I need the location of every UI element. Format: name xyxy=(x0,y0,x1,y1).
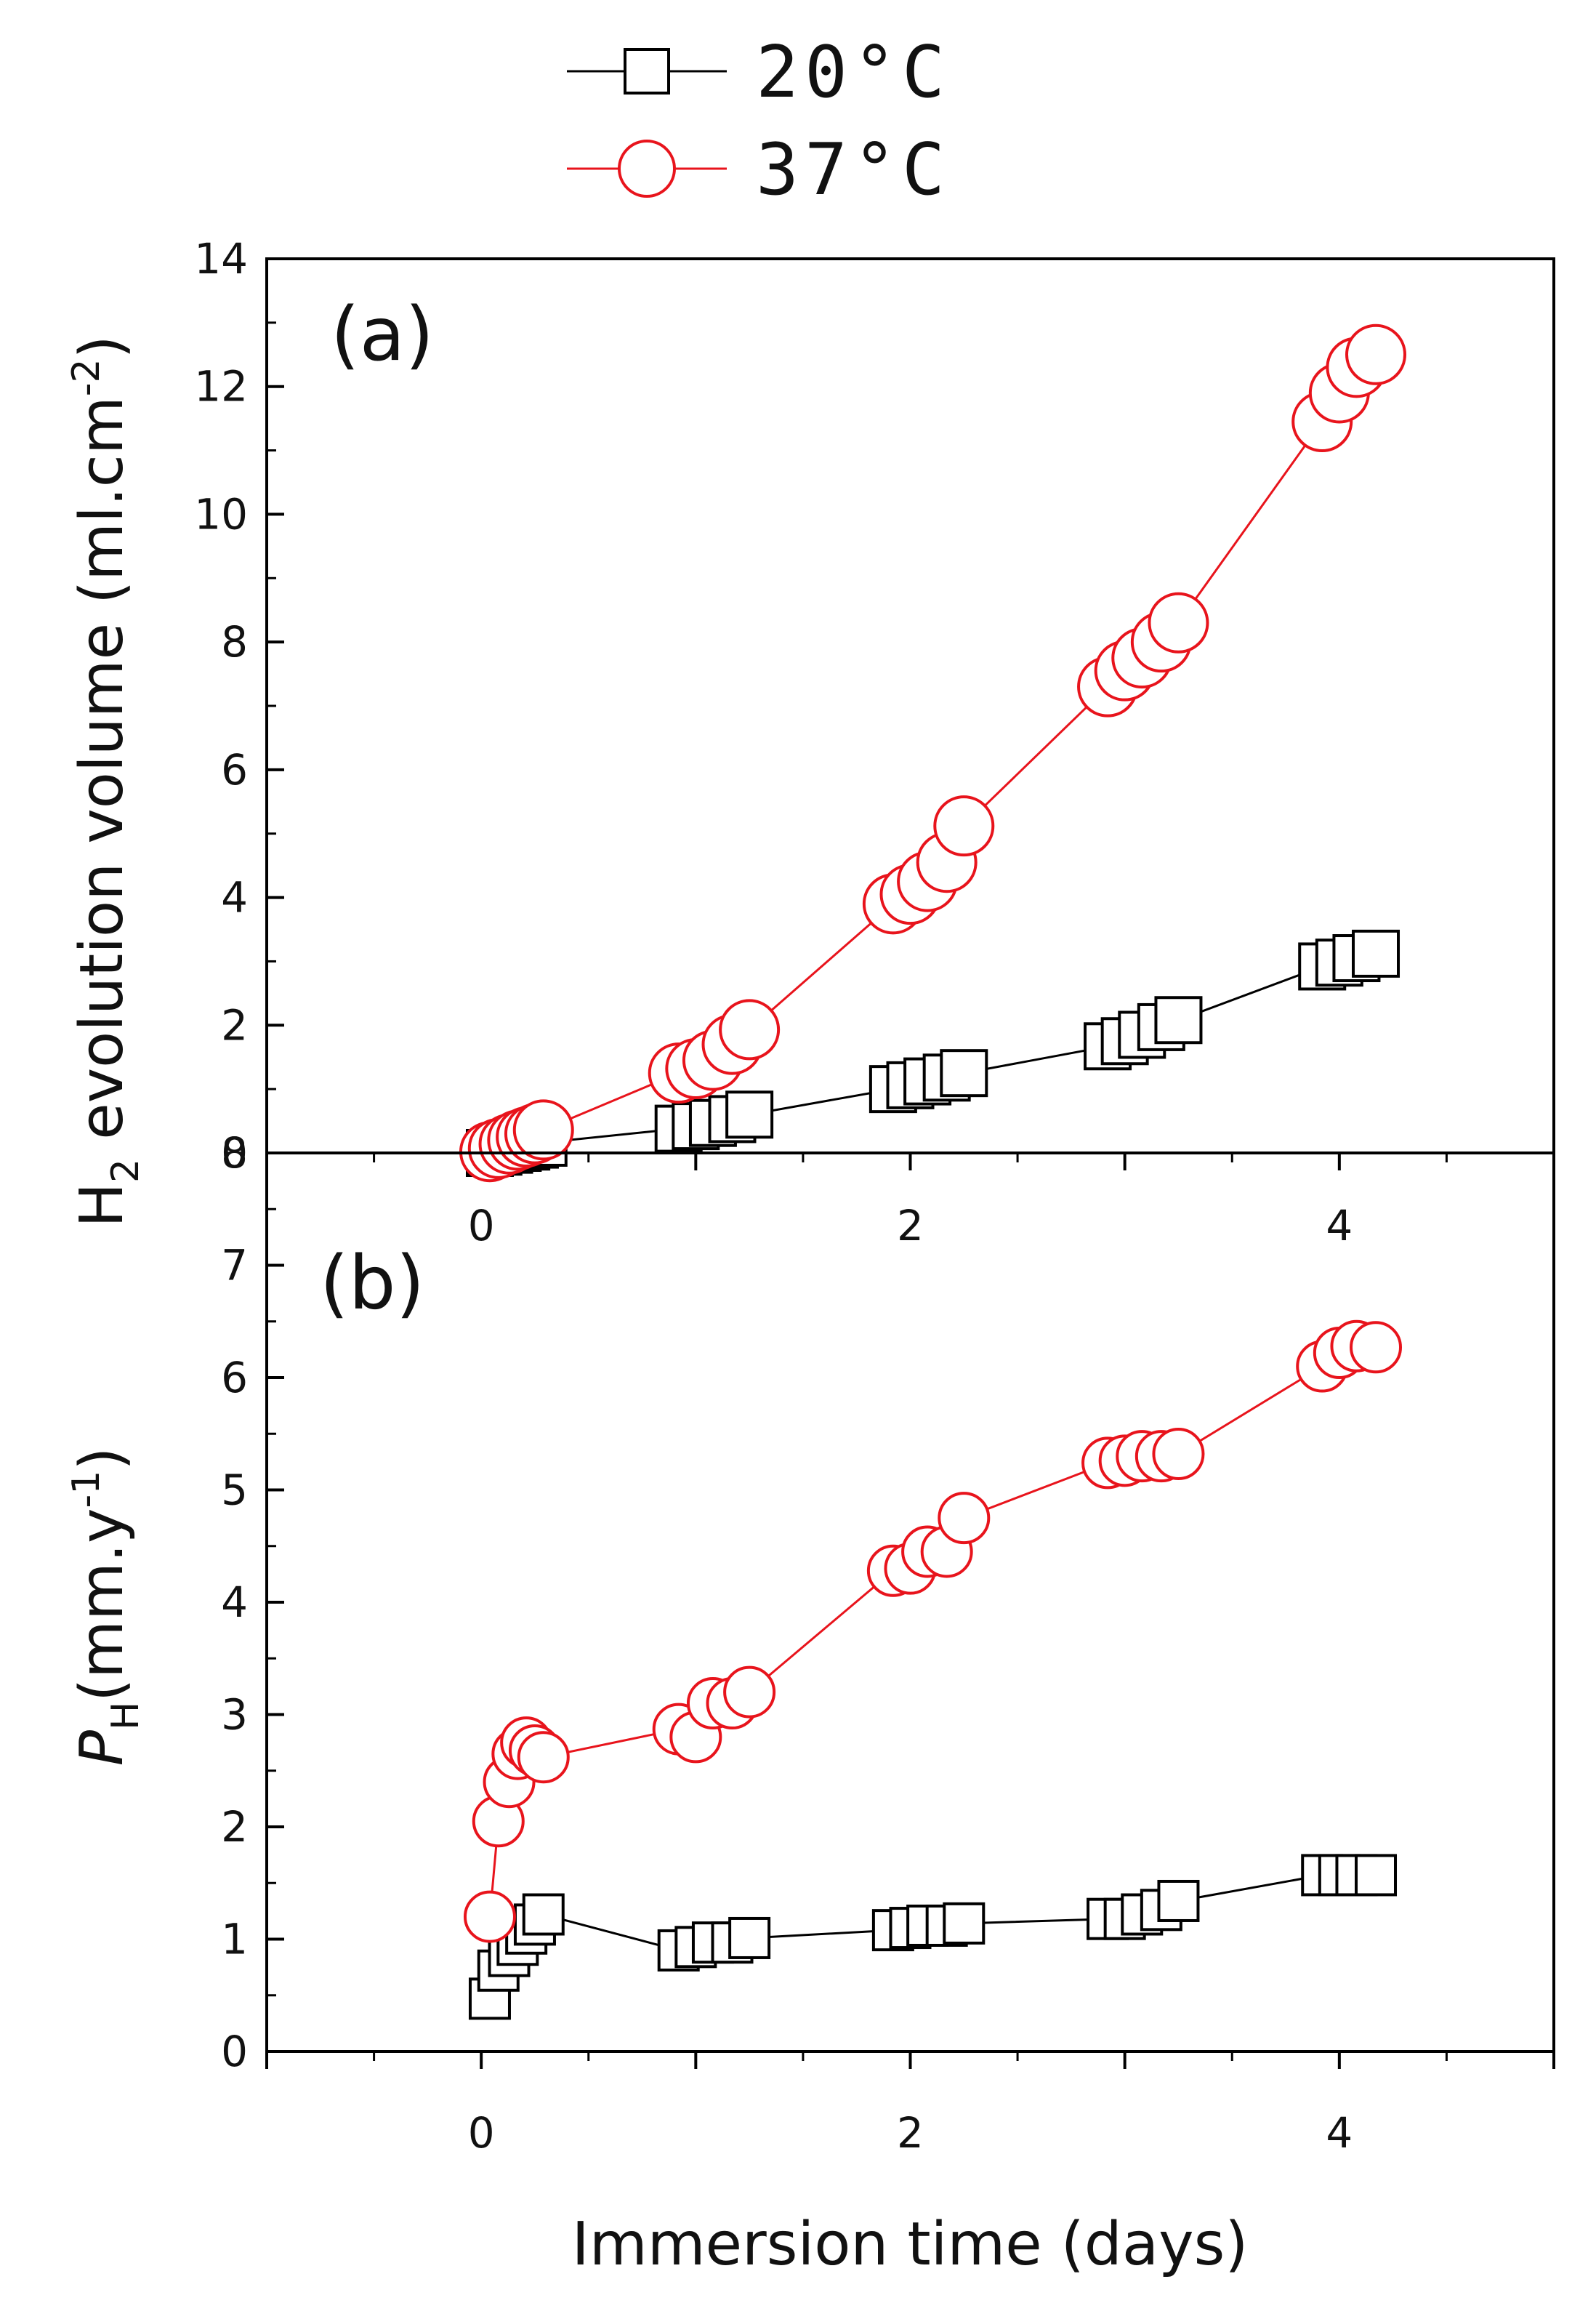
panel-a-ytick-label: 2 xyxy=(221,1000,248,1050)
panel-a-point-square xyxy=(940,1049,988,1098)
panel-b-ylabel: PH(mm.y-1) xyxy=(65,1447,148,1767)
panel-b-label: (b) xyxy=(320,1240,424,1327)
panel-b-ylabel-main: P xyxy=(68,1729,137,1766)
panel-a-ylabel-close: ) xyxy=(68,335,137,358)
panel-b-ylabel-sub: H xyxy=(104,1702,148,1730)
legend-label-37c: 37°C xyxy=(756,129,951,212)
panel-b-series-37c xyxy=(463,1319,1403,1943)
panel-b-point-square xyxy=(728,1916,771,1959)
panel-a-point-circle xyxy=(933,795,995,857)
legend: 20°C 37°C xyxy=(567,31,951,212)
panel-b-point-circle xyxy=(723,1665,776,1719)
panel-a-point-circle xyxy=(1148,592,1209,654)
panel-a-series-37c xyxy=(459,323,1407,1183)
panel-a-ylabel-sup: -2 xyxy=(65,358,108,396)
panel-b-point-circle xyxy=(463,1890,516,1943)
panel-b-point-circle xyxy=(517,1731,570,1784)
panel-b-series-20c xyxy=(468,1854,1398,2020)
panel-b-ytick-label: 8 xyxy=(221,1128,248,1178)
panel-a-ylabel-sub: 2 xyxy=(104,1159,148,1183)
panel-b-ylabel-close: ) xyxy=(68,1447,137,1471)
panel-b-ytick-label: 6 xyxy=(221,1353,248,1402)
panel-a-point-circle xyxy=(719,999,781,1061)
panel-a-point-square xyxy=(1352,929,1400,978)
panel-b-xtick-label: 2 xyxy=(897,2108,924,2158)
panel-b-point-circle xyxy=(1152,1428,1205,1481)
panel-a-series xyxy=(459,323,1407,1183)
panel-a-point-circle xyxy=(1345,323,1407,385)
panel-a-series-line xyxy=(489,952,1377,1154)
panel-b-ytick-label: 5 xyxy=(221,1466,248,1515)
panel-a-xtick-label: 2 xyxy=(897,1201,924,1250)
panel-b-ytick-label: 2 xyxy=(221,1802,248,1852)
panel-b-point-circle xyxy=(1350,1321,1403,1374)
panel-b-series xyxy=(463,1319,1403,2020)
panel-b-ylabel-rest: (mm.y xyxy=(68,1508,137,1701)
panel-b-ylabel-sup: -1 xyxy=(65,1471,108,1508)
panel-a-ytick-label: 8 xyxy=(221,617,248,667)
panel-a-ylabel: H2 evolution volume (ml.cm-2) xyxy=(65,335,148,1227)
panel-b-ytick-label: 1 xyxy=(221,1915,248,1964)
panel-a-point-circle xyxy=(512,1099,574,1161)
panel-b-xtick-label: 4 xyxy=(1326,2108,1353,2158)
panel-b-ytick-label: 4 xyxy=(221,1577,248,1627)
x-axis-title: Immersion time (days) xyxy=(572,2210,1249,2279)
panel-b-point-square xyxy=(943,1902,986,1945)
panel-a-ytick-label: 12 xyxy=(194,362,248,411)
panel-a-xtick-label: 0 xyxy=(468,1201,495,1250)
panel-b-point-square xyxy=(522,1893,565,1936)
panel-b-point-circle xyxy=(938,1492,991,1545)
panel-b-ytick-label: 7 xyxy=(221,1241,248,1290)
panel-b-point-square xyxy=(1355,1854,1398,1897)
panel-a-ylabel-rest: evolution volume (ml.cm xyxy=(68,396,137,1159)
panel-a-ticks: 0 2 4 6 8 10 12 14 0 2 4 xyxy=(194,234,1555,1250)
legend-circle-marker xyxy=(618,140,676,198)
panel-b-series-line xyxy=(488,1345,1377,1917)
panel-a-ytick-label: 14 xyxy=(194,234,248,284)
panel-a-point-square xyxy=(1154,996,1203,1045)
panel-a-label: (a) xyxy=(331,292,434,378)
panel-a-point-square xyxy=(725,1090,774,1139)
panel-a-series-line xyxy=(489,353,1377,1153)
panel-a-ylabel-main: H xyxy=(68,1183,137,1228)
legend-square-marker xyxy=(624,48,670,95)
panel-a-ytick-label: 6 xyxy=(221,745,248,795)
panel-a-ytick-label: 4 xyxy=(221,873,248,923)
legend-label-20c: 20°C xyxy=(756,31,951,114)
panel-b-ytick-label: 3 xyxy=(221,1690,248,1740)
panel-a-series-20c xyxy=(465,929,1400,1177)
panel-b-xtick-label: 0 xyxy=(468,2108,495,2158)
panel-b-ytick-label: 0 xyxy=(221,2027,248,2076)
panel-b-point-square xyxy=(1157,1879,1200,1922)
panel-a-ytick-label: 0 xyxy=(221,1128,248,1178)
panel-a-ytick-label: 10 xyxy=(194,489,248,539)
panel-a-xtick-label: 4 xyxy=(1326,1201,1353,1250)
